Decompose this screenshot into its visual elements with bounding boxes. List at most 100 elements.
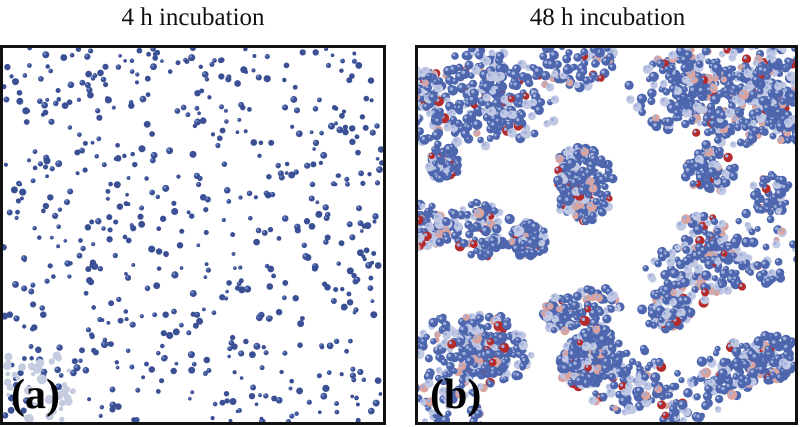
particle [308,195,315,202]
particle-highlight [130,223,132,226]
particle-highlight [648,90,653,94]
particle [602,357,612,367]
particle-highlight [743,55,747,60]
particle [443,122,452,132]
particle [350,366,356,372]
particle [201,307,206,312]
particle [145,92,151,98]
particle-highlight [661,271,666,276]
particle [339,372,344,377]
particle-highlight [731,253,734,256]
particle [205,267,212,273]
particle-highlight [705,381,710,385]
particle-highlight [575,321,578,325]
particle-highlight [86,327,89,331]
particle [226,199,232,204]
particle [84,224,92,231]
particle-faint [36,358,45,368]
particle-highlight [746,268,749,271]
particle [361,223,368,229]
particle-highlight [429,203,433,207]
particle-highlight [793,132,795,137]
particle-highlight [229,340,232,344]
particle [67,274,72,279]
particle [418,133,421,142]
particle-highlight [702,369,707,374]
particle-highlight [283,351,286,354]
particle [95,108,101,114]
particle-highlight [313,140,317,144]
particle [282,295,287,301]
particle [695,413,704,422]
particle [675,421,681,422]
particle-highlight [595,366,599,371]
particle [730,338,740,348]
particle [124,317,129,322]
particle-highlight [720,359,725,363]
particle [641,391,651,401]
particle-highlight [430,94,434,98]
particle-highlight [323,239,327,243]
particle-highlight [419,70,423,74]
particle [264,54,270,60]
panel-b-particles [418,48,795,422]
particle-highlight [573,335,577,340]
particle-highlight [49,119,52,123]
particle-highlight [739,252,744,257]
particle-faint [45,394,53,403]
particle [475,51,484,60]
particle [118,53,122,58]
particle [748,48,756,51]
particle-highlight [100,405,103,408]
particle [108,181,113,187]
particle [310,161,317,168]
particle-highlight [237,282,240,285]
particle [96,136,102,142]
particle-highlight [671,270,675,274]
particle [334,106,339,111]
particle-highlight [729,270,733,274]
particle-highlight [655,261,659,264]
particle-highlight [570,346,574,349]
particle [321,281,328,287]
particle [731,346,742,357]
particle-highlight [619,383,624,387]
particle-highlight [167,148,170,151]
particle-highlight [210,62,213,65]
particle [152,55,159,61]
particle-highlight [294,108,298,111]
particle-faint [59,399,66,407]
particle-highlight [684,163,687,167]
particle [290,124,295,129]
particle-highlight [769,270,773,274]
particle [160,343,165,349]
particle-highlight [748,350,753,355]
particle [691,274,699,281]
particle-highlight [778,137,781,141]
particle [229,398,237,405]
particle-highlight [777,123,781,127]
particle [646,64,654,72]
particle [791,48,795,52]
particle [15,209,20,215]
particle-highlight [562,365,566,369]
particle [138,145,146,153]
particle-highlight [31,283,34,286]
particle [47,194,54,201]
particle [271,273,276,279]
particle-highlight [482,142,486,147]
particle-highlight [233,266,236,269]
particle [447,85,458,96]
particle-highlight [204,275,206,278]
particle [666,391,674,399]
particle [187,351,195,359]
particle [22,324,27,329]
particle [701,367,712,378]
particle [13,381,20,389]
particle [330,181,337,187]
particle-highlight [698,358,703,362]
particle [21,285,28,292]
particle-highlight [452,125,455,129]
particle-highlight [675,245,679,248]
particle [339,68,344,73]
